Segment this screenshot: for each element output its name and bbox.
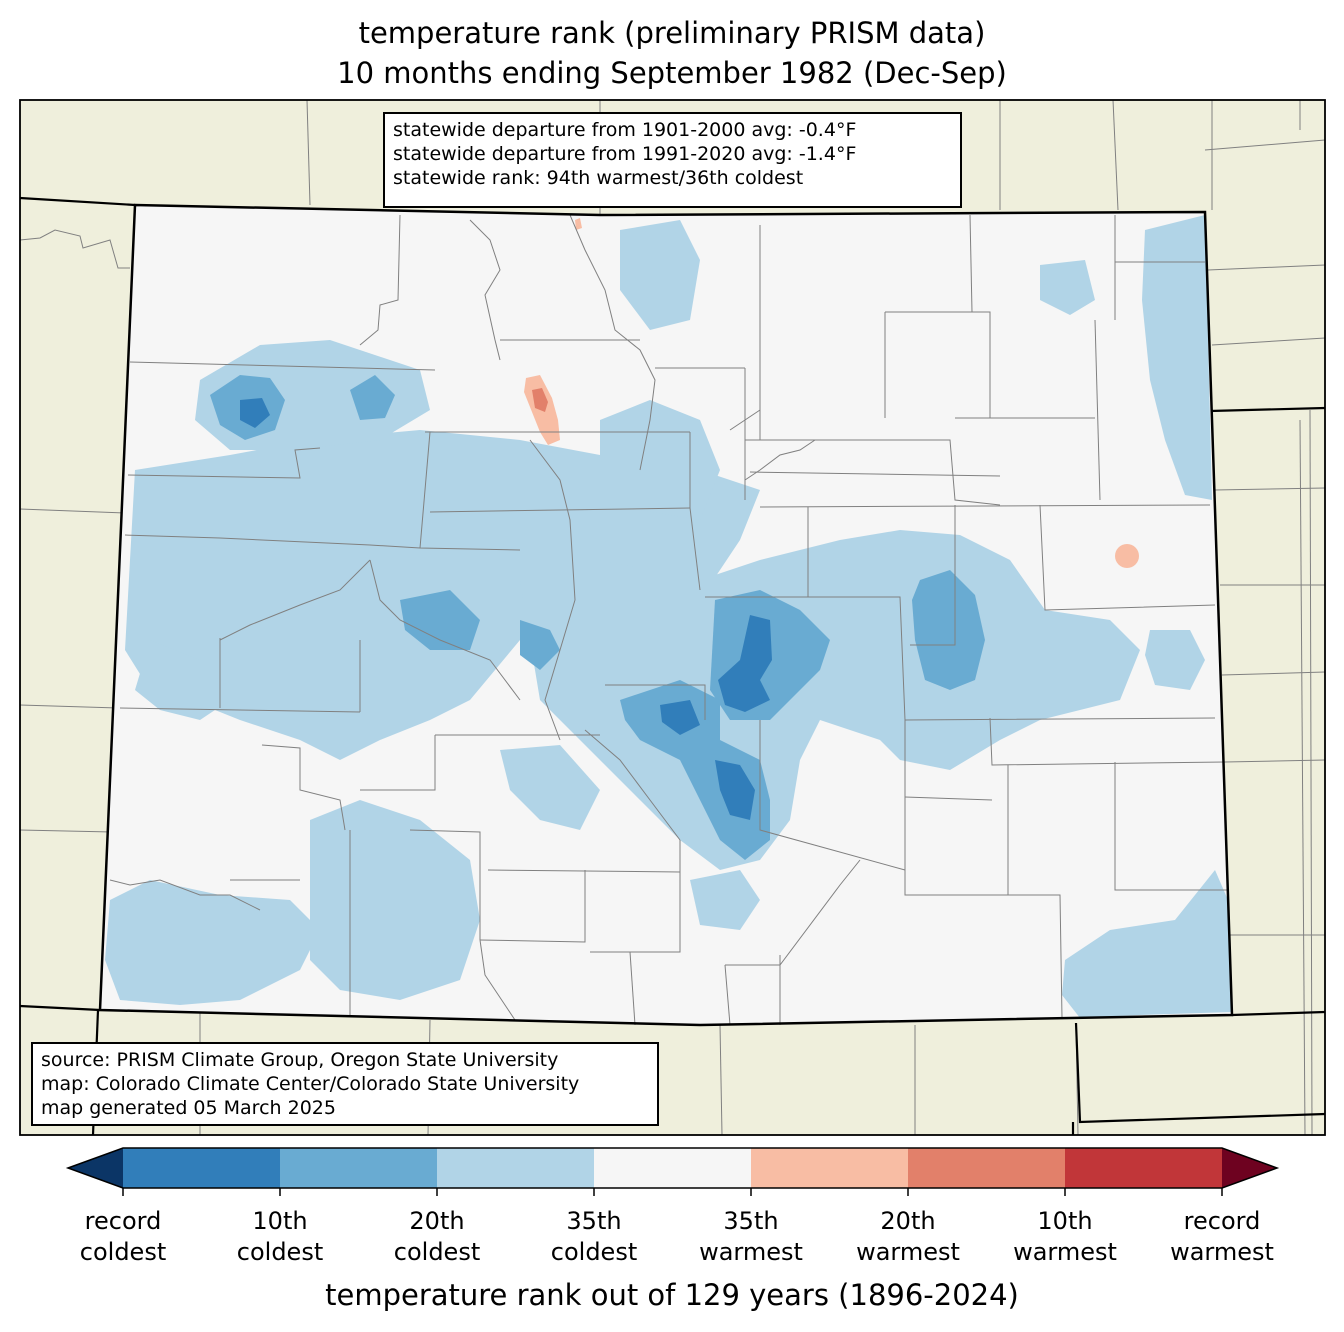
colorbar-record-coldest-arrow: [68, 1148, 123, 1188]
colorbar-record-warmest-arrow: [1222, 1148, 1277, 1188]
colorbar-label-10th-coldest: 10th coldest: [236, 1207, 324, 1266]
source-map-credit: map: Colorado Climate Center/Colorado St…: [41, 1073, 580, 1095]
colorbar-segment-cold-10: [123, 1148, 280, 1188]
colorbar-segment-cold-35: [437, 1148, 594, 1188]
colorbar-label-20th-coldest: 20th coldest: [393, 1207, 481, 1266]
statewide-stats-box: statewide departure from 1901-2000 avg: …: [383, 112, 962, 208]
stats-departure-1991-2020: statewide departure from 1991-2020 avg: …: [393, 143, 857, 165]
colorbar-label-record-warmest: record warmest: [1170, 1207, 1274, 1266]
source-generated-date: map generated 05 March 2025: [41, 1097, 336, 1119]
colorbar-ticks: [122, 1188, 1223, 1196]
warm-20-regions: [532, 388, 548, 412]
cold-10-regions: [240, 398, 772, 820]
colorbar-label-10th-warmest: 10th warmest: [1013, 1207, 1117, 1266]
map-title-line-2: 10 months ending September 1982 (Dec-Sep…: [337, 56, 1007, 90]
colorbar-label-20th-warmest: 20th warmest: [856, 1207, 960, 1266]
colorbar-segment-warm-35: [751, 1148, 908, 1188]
colorbar-label-35th-coldest: 35th coldest: [550, 1207, 638, 1266]
county-lines: [109, 214, 1228, 1026]
stats-departure-1901-2000: statewide departure from 1901-2000 avg: …: [393, 119, 857, 141]
colorbar-segment-normal: [594, 1148, 751, 1188]
stats-statewide-rank: statewide rank: 94th warmest/36th coldes…: [393, 167, 804, 189]
source-box: source: PRISM Climate Group, Oregon Stat…: [31, 1042, 659, 1126]
colorbar-segment-cold-20: [280, 1148, 437, 1188]
colorbar: [65, 1147, 1280, 1196]
map-title-line-1: temperature rank (preliminary PRISM data…: [358, 16, 986, 50]
map-frame: [19, 99, 1326, 1136]
colorbar-label-record-coldest: record coldest: [79, 1207, 167, 1266]
colorbar-label-35th-warmest: 35th warmest: [699, 1207, 803, 1266]
colorbar-segment-warm-20: [908, 1148, 1065, 1188]
source-data-credit: source: PRISM Climate Group, Oregon Stat…: [41, 1049, 559, 1071]
colorbar-title: temperature rank out of 129 years (1896-…: [325, 1278, 1019, 1312]
colorbar-segment-warm-10: [1065, 1148, 1222, 1188]
colorado-border: [98, 203, 1234, 1027]
colorado-map: [19, 99, 1326, 1196]
